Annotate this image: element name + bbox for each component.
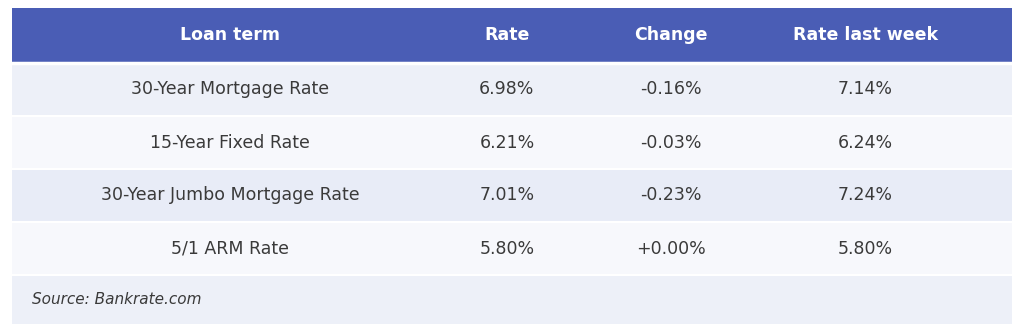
Bar [12, 275, 1012, 324]
Text: +0.00%: +0.00% [636, 239, 706, 257]
Text: Source: Bankrate.com: Source: Bankrate.com [33, 292, 202, 307]
Text: Rate: Rate [484, 27, 529, 45]
Text: 5.80%: 5.80% [838, 239, 893, 257]
Text: Loan term: Loan term [180, 27, 281, 45]
Text: 6.98%: 6.98% [479, 80, 535, 98]
Text: Rate last week: Rate last week [793, 27, 938, 45]
Text: -0.23%: -0.23% [640, 187, 701, 204]
Text: 30-Year Jumbo Mortgage Rate: 30-Year Jumbo Mortgage Rate [101, 187, 359, 204]
Bar [12, 169, 1012, 222]
Text: 5.80%: 5.80% [479, 239, 535, 257]
Bar [12, 116, 1012, 169]
Text: 6.24%: 6.24% [838, 133, 893, 152]
Bar [12, 222, 1012, 275]
Text: -0.03%: -0.03% [640, 133, 701, 152]
Text: 7.24%: 7.24% [838, 187, 893, 204]
Text: Change: Change [634, 27, 708, 45]
Text: 5/1 ARM Rate: 5/1 ARM Rate [171, 239, 290, 257]
Bar [12, 63, 1012, 116]
Text: 7.14%: 7.14% [838, 80, 893, 98]
Bar [12, 8, 1012, 63]
Text: -0.16%: -0.16% [640, 80, 701, 98]
Text: 15-Year Fixed Rate: 15-Year Fixed Rate [151, 133, 310, 152]
Text: 7.01%: 7.01% [479, 187, 535, 204]
Text: 30-Year Mortgage Rate: 30-Year Mortgage Rate [131, 80, 330, 98]
Text: 6.21%: 6.21% [479, 133, 535, 152]
